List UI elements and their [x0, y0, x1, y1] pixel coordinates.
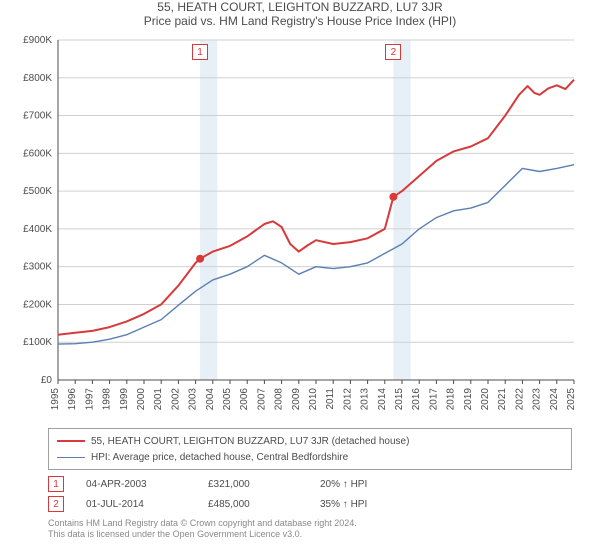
event-date-1: 04-APR-2003 — [86, 479, 186, 490]
price-chart: £0 £100K £200K £300K £400K £500K £600K £700K £80… — [10, 32, 590, 422]
svg-text:2017: 2017 — [428, 388, 439, 411]
svg-text:£700K: £700K — [23, 111, 52, 122]
footer-line-2: This data is licensed under the Open Gov… — [48, 529, 572, 540]
svg-text:£900K: £900K — [23, 35, 52, 46]
svg-text:2009: 2009 — [291, 388, 302, 411]
svg-text:2001: 2001 — [153, 388, 164, 411]
event-marker-2: 2 — [48, 496, 64, 512]
svg-text:2022: 2022 — [514, 388, 525, 411]
legend-swatch-2 — [57, 457, 85, 458]
event-pct-1: 20% ↑ HPI — [320, 479, 410, 490]
svg-text:2021: 2021 — [497, 388, 508, 411]
legend-swatch-1 — [57, 440, 85, 442]
svg-text:2023: 2023 — [532, 388, 543, 411]
svg-text:£800K: £800K — [23, 73, 52, 84]
svg-text:2024: 2024 — [549, 388, 560, 411]
legend-row-2: HPI: Average price, detached house, Cent… — [57, 449, 563, 465]
footer-line-1: Contains HM Land Registry data © Crown c… — [48, 518, 572, 529]
svg-text:£600K: £600K — [23, 148, 52, 159]
legend-label-1: 55, HEATH COURT, LEIGHTON BUZZARD, LU7 3… — [91, 436, 409, 447]
svg-text:£100K: £100K — [23, 337, 52, 348]
event-price-2: £485,000 — [208, 499, 298, 510]
svg-text:2012: 2012 — [342, 388, 353, 411]
svg-text:2014: 2014 — [377, 388, 388, 411]
legend-row-1: 55, HEATH COURT, LEIGHTON BUZZARD, LU7 3… — [57, 433, 563, 449]
svg-text:2008: 2008 — [274, 388, 285, 411]
svg-text:2019: 2019 — [463, 388, 474, 411]
callout-1: 1 — [192, 44, 208, 60]
svg-text:1999: 1999 — [119, 388, 130, 411]
svg-text:2013: 2013 — [360, 388, 371, 411]
event-marker-1: 1 — [48, 476, 64, 492]
svg-text:1997: 1997 — [84, 388, 95, 411]
callout-2: 2 — [385, 44, 401, 60]
svg-text:2010: 2010 — [308, 388, 319, 411]
svg-text:£200K: £200K — [23, 299, 52, 310]
svg-text:£400K: £400K — [23, 224, 52, 235]
page-subtitle: Price paid vs. HM Land Registry's House … — [0, 14, 600, 28]
event-date-2: 01-JUL-2014 — [86, 499, 186, 510]
svg-text:2006: 2006 — [239, 388, 250, 411]
svg-text:2020: 2020 — [480, 388, 491, 411]
chart-svg: £0 £100K £200K £300K £400K £500K £600K £700K £80… — [10, 32, 590, 422]
events-table: 1 04-APR-2003 £321,000 20% ↑ HPI 2 01-JU… — [48, 474, 572, 514]
svg-text:2002: 2002 — [170, 388, 181, 411]
page-title: 55, HEATH COURT, LEIGHTON BUZZARD, LU7 3… — [0, 0, 600, 14]
svg-text:2018: 2018 — [446, 388, 457, 411]
svg-text:2011: 2011 — [325, 388, 336, 410]
svg-text:2004: 2004 — [205, 388, 216, 411]
legend: 55, HEATH COURT, LEIGHTON BUZZARD, LU7 3… — [48, 428, 572, 470]
svg-text:2003: 2003 — [188, 388, 199, 411]
svg-text:2015: 2015 — [394, 388, 405, 411]
svg-text:2016: 2016 — [411, 388, 422, 411]
svg-text:2007: 2007 — [256, 388, 267, 411]
event-row-1: 1 04-APR-2003 £321,000 20% ↑ HPI — [48, 474, 572, 494]
event-price-1: £321,000 — [208, 479, 298, 490]
svg-text:2025: 2025 — [566, 388, 577, 411]
svg-text:£300K: £300K — [23, 262, 52, 273]
legend-label-2: HPI: Average price, detached house, Cent… — [91, 452, 348, 463]
event-pct-2: 35% ↑ HPI — [320, 499, 410, 510]
svg-text:1998: 1998 — [102, 388, 113, 411]
footer: Contains HM Land Registry data © Crown c… — [48, 518, 572, 541]
svg-text:2000: 2000 — [136, 388, 147, 411]
svg-text:£0: £0 — [41, 375, 53, 386]
svg-text:1996: 1996 — [67, 388, 78, 411]
svg-text:1995: 1995 — [50, 388, 61, 411]
svg-text:2005: 2005 — [222, 388, 233, 411]
svg-text:£500K: £500K — [23, 186, 52, 197]
event-row-2: 2 01-JUL-2014 £485,000 35% ↑ HPI — [48, 494, 572, 514]
